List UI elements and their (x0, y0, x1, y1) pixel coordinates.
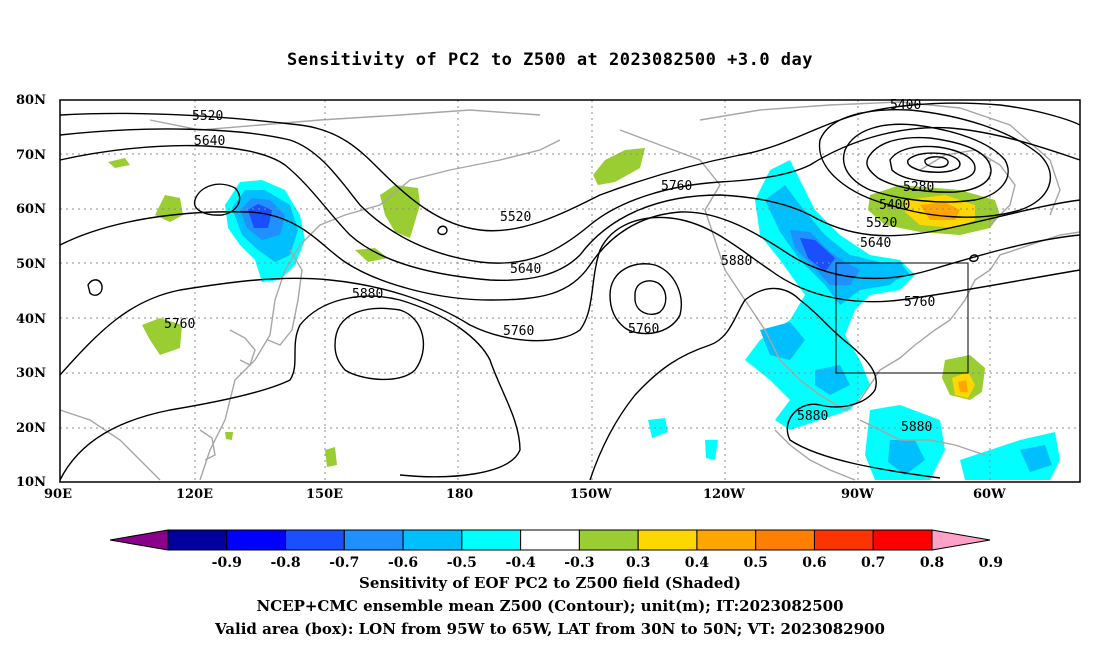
lon-tick: 120E (176, 487, 213, 502)
colorbar-box (813, 529, 874, 551)
colorbar-tick-label: 0.3 (626, 555, 650, 570)
caption-shading: Sensitivity of EOF PC2 to Z500 field (Sh… (359, 574, 741, 592)
lon-axis: 90E 120E 150E 180 150W 120W 90W 60W (44, 487, 1006, 502)
colorbar-tick-label: 0.6 (802, 555, 826, 570)
valid-area-box (835, 262, 969, 374)
lon-tick: 150E (306, 487, 343, 502)
lat-tick: 30N (16, 366, 46, 381)
shade-negative (705, 440, 718, 460)
colorbar-tick-label: -0.6 (388, 555, 418, 570)
contour-label: 5880 (901, 420, 932, 435)
contour-label: 5640 (510, 262, 541, 277)
colorbar-box (343, 529, 404, 551)
colorbar-box (226, 529, 287, 551)
contour-label: 5520 (192, 109, 223, 124)
colorbar-tick-label: 0.4 (685, 555, 710, 570)
contour-label: 5520 (500, 210, 531, 225)
contour-label: 5760 (503, 324, 534, 339)
lat-tick: 50N (16, 257, 46, 272)
lat-tick: 70N (16, 148, 46, 163)
contour-label: 5760 (904, 295, 935, 310)
lat-tick: 10N (16, 475, 46, 490)
shade-negative (800, 238, 835, 272)
map-frame (59, 99, 1081, 483)
colorbar-min-arrow (109, 529, 169, 551)
shade-positive-strong (958, 380, 968, 392)
colorbar-box (520, 529, 580, 551)
shade-negative (248, 204, 272, 228)
caption-contour: NCEP+CMC ensemble mean Z500 (Contour); u… (256, 597, 844, 615)
lat-tick: 60N (16, 202, 46, 217)
colorbar-tick-label: -0.8 (270, 555, 300, 570)
colorbar-tick-label: 0.8 (920, 555, 944, 570)
colorbar-box (167, 529, 228, 551)
z500-contours (59, 102, 1081, 481)
colorbar-max-arrow (931, 529, 991, 551)
colorbar-tick-label: -0.3 (564, 555, 594, 570)
lat-axis: 80N 70N 60N 50N 40N 30N 20N 10N (16, 93, 46, 490)
caption-valid-area: Valid area (box): LON from 95W to 65W, L… (215, 620, 885, 638)
colorbar-box (578, 529, 639, 551)
shading-layer (108, 148, 1060, 480)
shade-positive (108, 158, 130, 168)
shade-positive (380, 185, 420, 238)
contour-label: 5400 (879, 198, 910, 213)
lon-tick: 90E (44, 487, 72, 502)
colorbar-box (285, 529, 345, 551)
colorbar-tick-label: -0.5 (447, 555, 477, 570)
colorbar-tick-label: -0.7 (329, 555, 359, 570)
colorbar-box (696, 529, 757, 551)
shade-positive (325, 447, 337, 467)
contour-label: 5880 (352, 287, 383, 302)
shade-positive-strong (920, 202, 960, 220)
lon-tick: 90W (841, 487, 874, 502)
chart-title: Sensitivity of PC2 to Z500 at 2023082500… (286, 50, 813, 70)
contour-label: 5400 (890, 98, 921, 113)
shade-positive (142, 318, 182, 355)
contour-label: 5760 (164, 317, 195, 332)
shade-positive (355, 248, 388, 262)
lon-tick: 60W (973, 487, 1006, 502)
shade-negative (888, 440, 925, 475)
shade-negative (648, 418, 668, 438)
colorbar-tick-label: 0.7 (861, 555, 885, 570)
contour-label: 5280 (903, 180, 934, 195)
lat-tick: 40N (16, 312, 46, 327)
shade-negative (765, 185, 905, 305)
contour-label: 5520 (866, 216, 897, 231)
colorbar-box (872, 529, 933, 551)
shade-positive (225, 432, 233, 440)
colorbar-tick-label: 0.9 (979, 555, 1003, 570)
shade-positive (593, 148, 645, 185)
colorbar-box (755, 529, 815, 551)
lon-tick: 120W (703, 487, 745, 502)
colorbar-tick-label: 0.5 (744, 555, 768, 570)
lon-tick: 150W (570, 487, 612, 502)
lon-tick: 180 (446, 487, 473, 502)
contour-label: 5760 (628, 322, 659, 337)
contour-label: 5640 (860, 236, 891, 251)
shade-negative (1020, 445, 1052, 472)
colorbar-box (461, 529, 522, 551)
contour-labels: 5400 5520 5640 5280 5400 5520 5640 5760 … (164, 98, 935, 435)
lat-tick: 20N (16, 421, 46, 436)
contour-label: 5640 (194, 134, 225, 149)
colorbar: -0.9 -0.8 -0.7 -0.6 -0.5 -0.4 -0.3 0.3 0.4 0.5 0.6… (109, 529, 1003, 570)
contour-label: 5880 (797, 409, 828, 424)
contour-label: 5760 (661, 179, 692, 194)
colorbar-box (637, 529, 698, 551)
lat-tick: 80N (16, 93, 46, 108)
sensitivity-map: 5400 5520 5640 5280 5400 5520 5640 5760 … (16, 93, 1081, 570)
colorbar-box (402, 529, 463, 551)
colorbar-tick-label: -0.4 (506, 555, 536, 570)
shade-negative (760, 322, 805, 360)
contour-label: 5880 (721, 254, 752, 269)
colorbar-tick-label: -0.9 (212, 555, 242, 570)
